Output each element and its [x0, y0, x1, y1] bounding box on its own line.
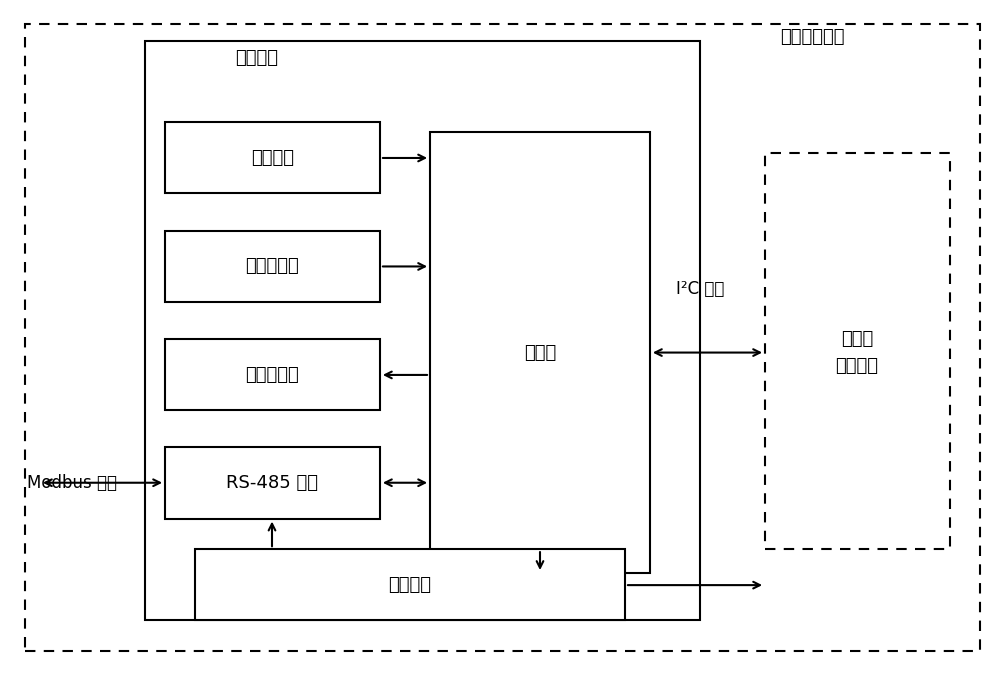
Text: 检测单元: 检测单元 — [235, 49, 278, 66]
Bar — [145, 41, 700, 620]
Text: 复位电路: 复位电路 — [251, 148, 294, 167]
Bar — [165, 339, 380, 410]
Bar — [165, 447, 380, 519]
Bar — [195, 549, 625, 620]
Text: 温湿度
传感单元: 温湿度 传感单元 — [836, 330, 879, 375]
Text: 整套检测装置: 整套检测装置 — [780, 28, 844, 46]
Text: I²C 通信: I²C 通信 — [676, 280, 724, 298]
Bar — [430, 132, 650, 573]
Text: 电源模块: 电源模块 — [389, 576, 432, 594]
Text: 单片机: 单片机 — [524, 344, 556, 361]
Bar — [165, 231, 380, 302]
Text: 程序下载口: 程序下载口 — [246, 257, 299, 275]
Text: RS-485 芯片: RS-485 芯片 — [226, 474, 318, 492]
Bar — [165, 122, 380, 193]
Text: Modbus 通信: Modbus 通信 — [27, 474, 117, 492]
Bar — [765, 153, 950, 549]
Text: 信号指示灯: 信号指示灯 — [246, 365, 299, 384]
